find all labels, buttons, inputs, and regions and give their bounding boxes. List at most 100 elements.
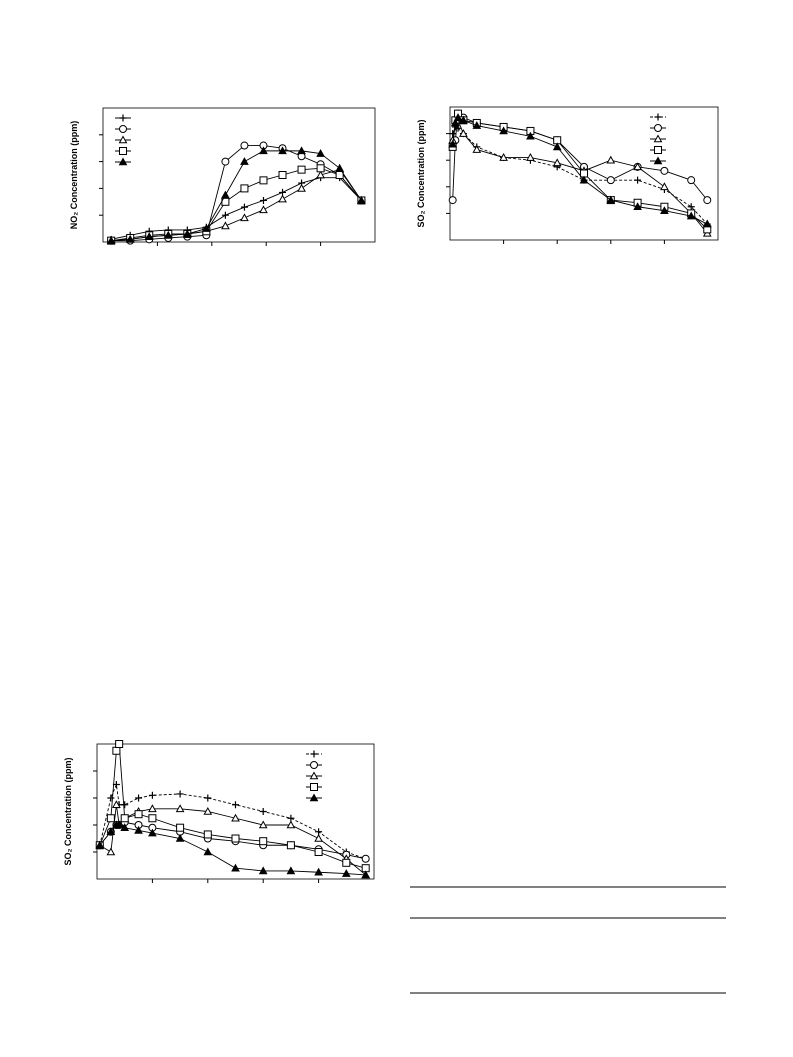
marker — [278, 146, 287, 155]
marker — [259, 196, 267, 204]
marker — [633, 162, 642, 171]
marker — [286, 866, 296, 875]
marker — [221, 221, 230, 230]
marker — [459, 115, 468, 124]
marker — [297, 146, 306, 155]
marker — [125, 234, 135, 243]
legend-marker — [654, 146, 662, 154]
y-axis-label: SO₂ Concentration (ppm) — [416, 120, 426, 228]
marker — [579, 175, 589, 184]
marker — [121, 801, 129, 809]
legend-marker — [654, 113, 662, 121]
marker — [203, 806, 213, 815]
legend-marker — [310, 783, 318, 791]
marker — [297, 165, 306, 174]
marker — [134, 810, 143, 819]
legend-marker — [653, 134, 663, 143]
marker — [106, 847, 116, 856]
marker — [259, 837, 268, 846]
data-line — [452, 119, 708, 234]
marker — [163, 230, 173, 239]
marker — [703, 196, 712, 205]
legend-marker — [118, 157, 128, 166]
data-line — [99, 743, 366, 869]
marker — [341, 869, 351, 877]
marker — [552, 158, 562, 167]
marker — [526, 131, 535, 140]
marker — [499, 153, 508, 161]
marker — [357, 195, 366, 204]
marker — [702, 219, 712, 228]
marker — [499, 126, 508, 135]
marker — [176, 790, 184, 798]
marker — [316, 149, 325, 157]
marker — [459, 129, 468, 137]
legend-marker — [119, 147, 127, 155]
marker — [203, 847, 213, 856]
legend-marker — [309, 771, 319, 780]
marker — [258, 866, 268, 875]
y-axis-label: NO₂ Concentration (ppm) — [69, 121, 79, 230]
marker — [634, 176, 642, 184]
marker — [314, 867, 323, 876]
marker — [361, 854, 370, 863]
marker — [606, 176, 615, 185]
data-line — [452, 126, 708, 225]
marker — [286, 841, 295, 850]
marker — [286, 820, 296, 829]
marker — [202, 224, 211, 232]
marker — [316, 170, 325, 179]
marker — [687, 176, 696, 185]
marker — [120, 823, 130, 831]
data-line — [452, 112, 708, 201]
marker — [240, 184, 249, 193]
marker — [606, 155, 616, 164]
marker — [316, 164, 325, 173]
marker — [106, 827, 116, 836]
marker — [258, 820, 268, 829]
marker — [361, 870, 371, 879]
marker — [448, 196, 457, 205]
marker — [259, 146, 268, 155]
marker — [182, 229, 192, 238]
legend-marker — [310, 750, 318, 758]
marker — [240, 157, 249, 165]
marker — [114, 820, 124, 829]
plot-frame — [102, 107, 376, 243]
data-line — [111, 145, 362, 242]
y-axis-label: SO₂ Concentration (ppm) — [63, 758, 73, 866]
marker — [112, 746, 121, 755]
marker — [231, 834, 240, 843]
marker — [232, 801, 239, 809]
marker — [231, 813, 240, 822]
legend-marker — [309, 793, 319, 802]
marker — [148, 814, 157, 823]
marker — [221, 211, 229, 219]
marker — [606, 195, 616, 204]
marker — [148, 791, 156, 799]
marker — [231, 863, 240, 872]
marker — [106, 236, 116, 244]
legend-marker — [653, 156, 663, 165]
marker — [115, 740, 124, 748]
marker — [204, 794, 212, 802]
marker — [633, 202, 642, 211]
marker — [259, 176, 268, 185]
marker — [175, 804, 185, 813]
marker — [552, 142, 562, 151]
legend-marker — [654, 124, 662, 132]
marker — [240, 203, 248, 211]
marker — [660, 182, 669, 191]
marker — [106, 814, 115, 823]
marker — [203, 830, 212, 839]
marker — [120, 814, 129, 823]
marker — [112, 800, 121, 809]
plot-frame — [449, 106, 719, 241]
legend-marker — [310, 761, 318, 769]
marker — [451, 118, 460, 127]
marker — [259, 205, 268, 214]
marker — [526, 153, 535, 161]
marker — [472, 145, 482, 153]
marker — [240, 213, 249, 222]
